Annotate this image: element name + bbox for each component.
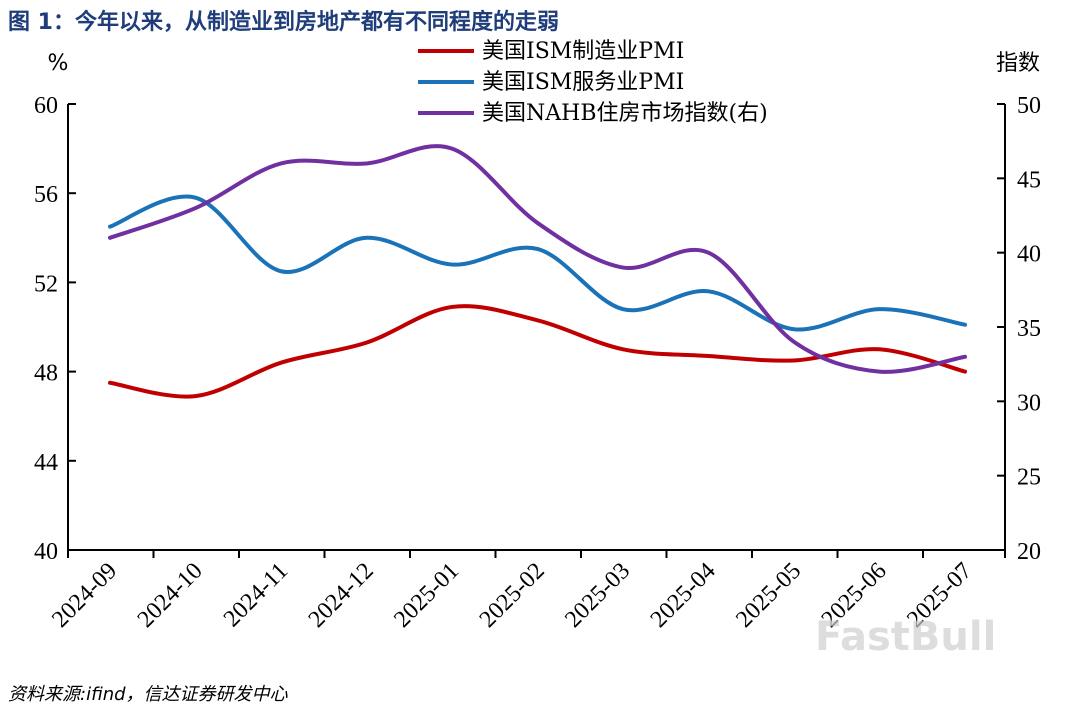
right-tick-label: 20 (1017, 539, 1041, 565)
left-axis-unit: % (48, 51, 69, 76)
x-tick-label: 2024-09 (47, 558, 122, 633)
right-tick-label: 25 (1017, 465, 1041, 491)
series-line (108, 144, 967, 374)
right-tick-label: 35 (1017, 316, 1041, 342)
left-tick-label: 48 (34, 361, 58, 387)
x-tick-label: 2025-03 (560, 558, 635, 633)
left-tick-label: 40 (34, 539, 58, 565)
left-tick-label: 60 (34, 93, 58, 119)
series-line (108, 194, 967, 332)
chart-legend: 美国ISM制造业PMI 美国ISM服务业PMI 美国NAHB住房市场指数(右) (418, 39, 768, 126)
x-tick-label: 2025-01 (389, 558, 464, 633)
right-tick-label: 45 (1017, 167, 1041, 193)
chart-series (108, 144, 967, 399)
x-tick-label: 2024-12 (304, 558, 379, 633)
x-tick-label: 2025-05 (731, 558, 806, 633)
left-tick-label: 52 (34, 271, 58, 297)
left-tick-label: 44 (34, 450, 58, 476)
source-note: 资料来源:ifind，信达证券研发中心 (8, 684, 288, 705)
watermark: FastBull (815, 614, 996, 660)
legend-label: 美国NAHB住房市场指数(右) (482, 101, 768, 126)
right-axis-unit: 指数 (996, 51, 1040, 76)
right-tick-label: 40 (1017, 242, 1041, 268)
right-tick-label: 50 (1017, 93, 1041, 119)
x-tick-label: 2025-02 (475, 558, 550, 633)
legend-label: 美国ISM制造业PMI (482, 39, 684, 64)
x-tick-label: 2024-11 (219, 558, 293, 632)
left-tick-label: 56 (34, 182, 58, 208)
legend-label: 美国ISM服务业PMI (482, 70, 684, 95)
x-tick-label: 2024-10 (133, 558, 208, 633)
x-tick-label: 2025-04 (646, 558, 721, 633)
right-tick-label: 30 (1017, 390, 1041, 416)
chart-title: 图 1：今年以来，从制造业到房地产都有不同程度的走弱 (8, 10, 559, 35)
